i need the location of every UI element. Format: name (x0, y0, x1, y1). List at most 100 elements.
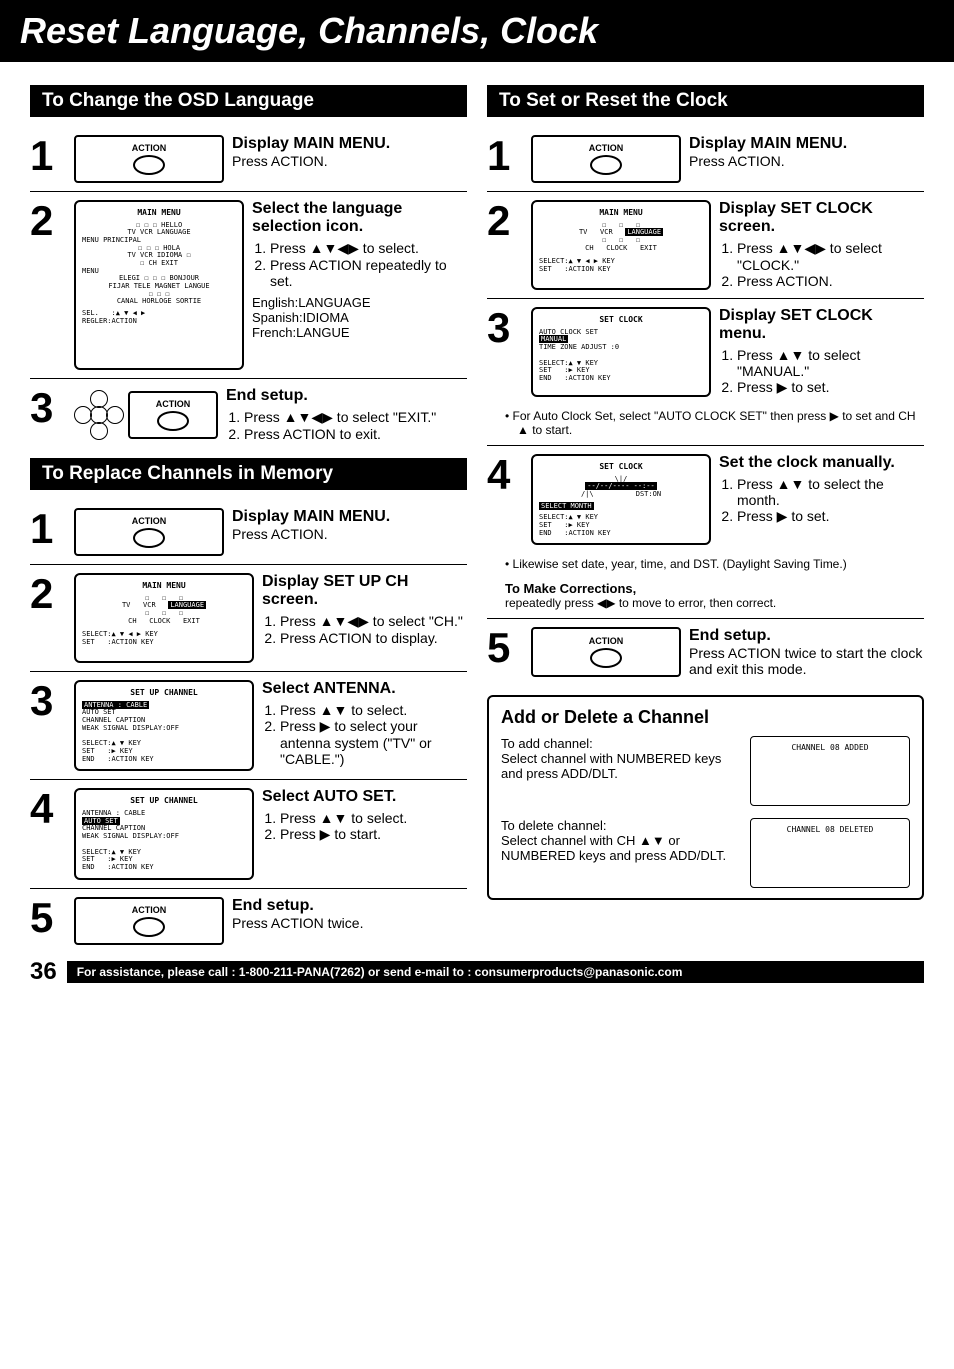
step-b4: 4 SET UP CHANNEL ANTENNA : CABLE AUTO SE… (30, 780, 467, 888)
right-column: To Set or Reset the Clock 1 ACTION Displ… (487, 77, 924, 953)
remote-action-button: ACTION (128, 391, 218, 439)
delete-title: To delete channel: (501, 818, 740, 833)
step-number: 5 (30, 897, 66, 945)
step-title: End setup. (232, 897, 467, 915)
screen-header: SET CLOCK (539, 315, 703, 325)
set-clock-manual-screen: SET CLOCK \|/ --/--/---- --:-- /|\ DST:O… (531, 454, 711, 545)
step-c3: 3 SET CLOCK AUTO CLOCK SET MANUAL TIME Z… (487, 299, 924, 405)
highlighted-line: MANUAL (539, 335, 568, 343)
menu-grid: ☐ ☐ ☐TV VCR LANGUAGE ☐ ☐ ☐CH CLOCK EXIT (82, 595, 246, 626)
step-title: Select ANTENNA. (262, 680, 467, 698)
box-title: Add or Delete a Channel (501, 707, 910, 728)
step-c4: 4 SET CLOCK \|/ --/--/---- --:-- /|\ DST… (487, 446, 924, 553)
step-body: Press ACTION. (689, 153, 924, 169)
step-title: Display MAIN MENU. (232, 508, 467, 526)
step-title: Display MAIN MENU. (232, 135, 467, 153)
section-c-header: To Set or Reset the Clock (487, 85, 924, 117)
step-description: Set the clock manually. Press ▲▼ to sele… (719, 454, 924, 545)
set-clock-screen: SET CLOCK AUTO CLOCK SET MANUAL TIME ZON… (531, 307, 711, 397)
instruction-1: Press ▲▼ to select. (280, 810, 467, 826)
oval-button-icon (133, 528, 165, 548)
page-title: Reset Language, Channels, Clock (0, 0, 954, 62)
step-title: Display SET UP CH screen. (262, 573, 467, 609)
oval-button-icon (133, 917, 165, 937)
highlighted-line: AUTO SET (82, 817, 120, 825)
corrections-body: repeatedly press ◀▶ to move to error, th… (505, 596, 776, 610)
step-description: End setup. Press ACTION twice to start t… (689, 627, 924, 677)
menu-icons-es: ☐ ☐ ☐ HOLATV VCR IDIOMA ☐☐ CH EXIT (82, 245, 236, 268)
step-c2: 2 MAIN MENU ☐ ☐ ☐TV VCR LANGUAGE ☐ ☐ ☐CH… (487, 192, 924, 299)
screen-header: MAIN MENU (539, 208, 703, 218)
oval-button-icon (590, 648, 622, 668)
remote-action-button: ACTION (74, 135, 224, 183)
oval-button-icon (590, 155, 622, 175)
select-hint: SELECT:▲ ▼ ◀ ▶ KEY SET :ACTION KEY (539, 258, 703, 273)
delete-screen-text: CHANNEL 08 DELETED (787, 825, 874, 834)
step-a3: 3 ACTION End setup. (30, 379, 467, 450)
action-label: ACTION (589, 636, 624, 646)
delete-body: Select channel with CH ▲▼ or NUMBERED ke… (501, 833, 740, 863)
remote-action-button: ACTION (531, 627, 681, 677)
main-menu-screen: MAIN MENU ☐ ☐ ☐TV VCR LANGUAGE ☐ ☐ ☐CH C… (74, 573, 254, 663)
step-b2: 2 MAIN MENU ☐ ☐ ☐TV VCR LANGUAGE ☐ ☐ ☐CH… (30, 565, 467, 672)
step-b1: 1 ACTION Display MAIN MENU. Press ACTION… (30, 500, 467, 565)
language-list: English:LANGUAGE Spanish:IDIOMA French:L… (252, 295, 467, 340)
screen-lines: AUTO CLOCK SET MANUAL TIME ZONE ADJUST :… (539, 329, 703, 352)
step-description: Display MAIN MENU. Press ACTION. (689, 135, 924, 183)
add-row: To add channel: Select channel with NUMB… (501, 736, 910, 806)
menu-icons: ☐ ☐ ☐ HELLOTV VCR LANGUAGE (82, 222, 236, 237)
auto-clock-note: For Auto Clock Set, select "AUTO CLOCK S… (487, 405, 924, 445)
remote-action-button: ACTION (74, 508, 224, 556)
delete-text: To delete channel: Select channel with C… (501, 818, 740, 888)
step-title: End setup. (226, 387, 467, 405)
menu-grid: ☐ ☐ ☐TV VCR LANGUAGE ☐ ☐ ☐CH CLOCK EXIT (539, 222, 703, 253)
content-columns: To Change the OSD Language 1 ACTION Disp… (0, 62, 954, 958)
add-delete-box: Add or Delete a Channel To add channel: … (487, 695, 924, 900)
highlighted-line: ANTENNA : CABLE (82, 701, 149, 709)
dpad-icon (74, 390, 124, 440)
delete-screen: CHANNEL 08 DELETED (750, 818, 910, 888)
select-hint: SELECT:▲ ▼ KEY SET :▶ KEY END :ACTION KE… (539, 514, 703, 537)
oval-button-icon (133, 155, 165, 175)
step-title: Display SET CLOCK menu. (719, 307, 924, 343)
step-b3: 3 SET UP CHANNEL ANTENNA : CABLE AUTO SE… (30, 672, 467, 780)
step-description: Select the language selection icon. Pres… (252, 200, 467, 370)
instruction-2: Press ▶ to set. (737, 379, 924, 396)
delete-row: To delete channel: Select channel with C… (501, 818, 910, 888)
instruction-2: Press ▶ to set. (737, 508, 924, 525)
screen-header: MAIN MENU (82, 581, 246, 591)
instruction-2: Press ▶ to start. (280, 826, 467, 843)
step-number: 3 (487, 307, 523, 397)
step-body: Press ACTION twice. (232, 915, 467, 931)
dst-label: DST:ON (636, 490, 661, 498)
step-a2: 2 MAIN MENU ☐ ☐ ☐ HELLOTV VCR LANGUAGE M… (30, 192, 467, 379)
step-title: Set the clock manually. (719, 454, 924, 472)
step-description: Display SET CLOCK menu. Press ▲▼ to sele… (719, 307, 924, 397)
step-number: 3 (30, 680, 66, 771)
oval-button-icon (157, 411, 189, 431)
step-a1: 1 ACTION Display MAIN MENU. Press ACTION… (30, 127, 467, 192)
instruction-2: Press ▶ to select your antenna system ("… (280, 718, 467, 767)
add-body: Select channel with NUMBERED keys and pr… (501, 751, 740, 781)
add-screen: CHANNEL 08 ADDED (750, 736, 910, 806)
menu-screen-multilang: MAIN MENU ☐ ☐ ☐ HELLOTV VCR LANGUAGE MEN… (74, 200, 244, 370)
setup-channel-screen: SET UP CHANNEL ANTENNA : CABLE AUTO SETC… (74, 680, 254, 771)
select-hint: SELECT:▲ ▼ ◀ ▶ KEY SET :ACTION KEY (82, 631, 246, 646)
step-title: End setup. (689, 627, 924, 645)
add-title: To add channel: (501, 736, 740, 751)
screen-header: MAIN MENU (82, 208, 236, 218)
instruction-1: Press ▲▼ to select. (280, 702, 467, 718)
step-number: 4 (30, 788, 66, 879)
main-menu-screen: MAIN MENU ☐ ☐ ☐TV VCR LANGUAGE ☐ ☐ ☐CH C… (531, 200, 711, 290)
step-title: Select AUTO SET. (262, 788, 467, 806)
select-hint: SEL. :▲ ▼ ◀ ▶ REGLER:ACTION (82, 310, 236, 325)
step-number: 2 (30, 573, 66, 663)
instruction-1: Press ▲▼◀▶ to select. (270, 240, 467, 257)
instruction-1: Press ▲▼◀▶ to select "EXIT." (244, 409, 467, 426)
dst-note: Likewise set date, year, time, and DST. … (487, 553, 924, 579)
screen-header: SET UP CHANNEL (82, 796, 246, 806)
step-description: End setup. Press ACTION twice. (232, 897, 467, 945)
remote-action-button: ACTION (531, 135, 681, 183)
step-description: Display SET UP CH screen. Press ▲▼◀▶ to … (262, 573, 467, 663)
screen-lines: ANTENNA : CABLE AUTO SETCHANNEL CAPTIONW… (82, 702, 246, 733)
